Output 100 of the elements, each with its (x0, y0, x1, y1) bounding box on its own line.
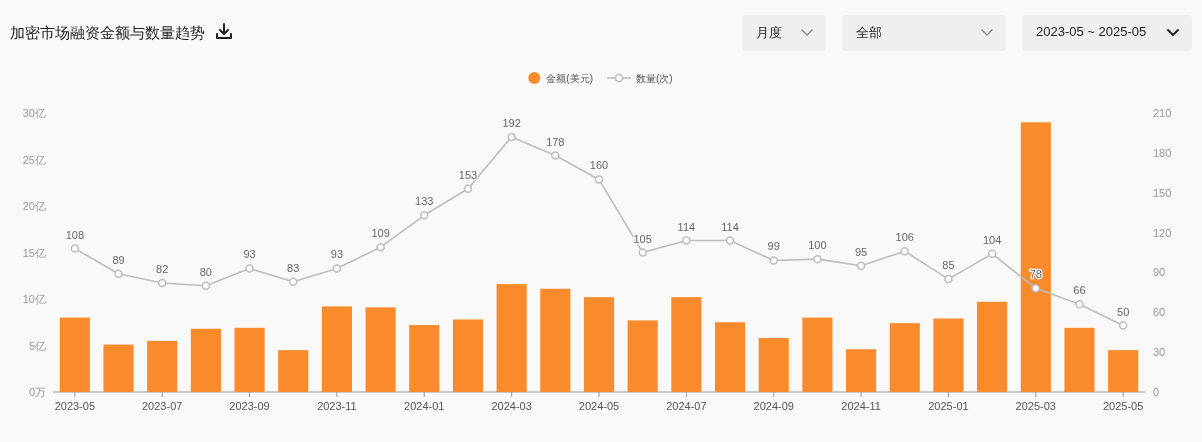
bar (103, 344, 134, 392)
point (813, 254, 822, 264)
point (944, 274, 953, 284)
point (114, 269, 123, 279)
data-label: 100 (808, 239, 827, 252)
bar (278, 350, 309, 392)
data-label: 109 (371, 227, 390, 240)
point (1118, 321, 1128, 330)
y2-tick-label: 30 (1153, 346, 1166, 359)
bar (714, 322, 746, 392)
point (594, 175, 604, 184)
y-tick-label: 0万 (28, 386, 46, 398)
bar (933, 318, 964, 392)
bar (1020, 122, 1051, 392)
data-label: 178 (546, 135, 565, 148)
data-label: 66 (1073, 284, 1086, 297)
y-tick-label: 30亿 (22, 107, 46, 119)
bar (846, 349, 877, 392)
y2-tick-label: 180 (1153, 146, 1172, 159)
x-tick-label: 2023-09 (229, 400, 270, 412)
y2-tick-label: 0 (1153, 386, 1160, 398)
dropdown: 月度 (742, 15, 826, 51)
x-tick-label: 2025-01 (928, 400, 969, 412)
point (332, 264, 342, 273)
bar (234, 327, 265, 392)
data-label: 105 (633, 232, 652, 245)
x-tick-label: 2023-07 (142, 400, 183, 412)
x-tick-label: 2025-03 (1015, 400, 1056, 412)
bar (452, 319, 484, 392)
bar (147, 340, 178, 392)
bar (365, 307, 396, 392)
point (463, 184, 473, 193)
data-label: 89 (112, 253, 125, 266)
data-label: 85 (942, 259, 955, 272)
legend-label: 金额(美元) (546, 73, 593, 84)
data-label: 82 (156, 263, 169, 276)
dropdown: 2023-05 ~ 2025-05 (1022, 15, 1192, 51)
x-tick-label: 2024-09 (753, 400, 794, 412)
data-label: 108 (65, 228, 85, 241)
point (725, 236, 735, 245)
bar (321, 306, 352, 392)
dropdown: 全部 (842, 15, 1006, 51)
data-label: 80 (199, 265, 213, 278)
point (245, 264, 254, 273)
bar (1064, 327, 1095, 392)
data-label: 99 (767, 240, 780, 253)
bar (758, 338, 789, 392)
y-tick-label: 5亿 (28, 339, 46, 352)
y-tick-label: 10亿 (22, 293, 46, 305)
y-tick-label: 20亿 (22, 200, 46, 212)
bar (59, 317, 90, 392)
point (1031, 284, 1041, 293)
y2-tick-label: 120 (1153, 226, 1172, 239)
bar (977, 301, 1008, 392)
data-label: 93 (243, 248, 256, 261)
bar (671, 297, 702, 392)
data-label: 93 (330, 248, 344, 261)
y-tick-label: 15亿 (22, 246, 46, 259)
data-label: 153 (458, 168, 478, 181)
bar (496, 284, 527, 392)
x-tick-label: 2024-05 (578, 400, 620, 412)
bar (583, 297, 615, 392)
bar (1108, 350, 1139, 392)
data-label: 95 (854, 245, 868, 258)
x-tick-label: 2023-05 (54, 400, 96, 412)
point (201, 281, 211, 290)
point (769, 256, 778, 265)
data-label: 50 (1117, 305, 1130, 318)
data-label: 133 (415, 195, 434, 208)
x-tick-label: 2024-01 (404, 400, 445, 412)
data-label: 78 (1029, 268, 1042, 281)
point (420, 211, 429, 220)
point (1075, 300, 1084, 309)
y2-tick-label: 210 (1153, 107, 1172, 119)
x-tick-label: 2024-11 (841, 400, 881, 412)
y2-tick-label: 90 (1153, 266, 1166, 279)
chart-title: 加密市场融资金额与数量趋势 (10, 24, 205, 41)
y-tick-label: 25亿 (22, 153, 46, 166)
point (157, 278, 167, 288)
point (507, 132, 516, 142)
point (638, 248, 647, 257)
point (70, 244, 80, 253)
x-tick-label: 2024-07 (666, 400, 707, 412)
bar (627, 320, 658, 392)
point (376, 242, 385, 252)
bar (889, 323, 920, 392)
point (900, 246, 910, 256)
legend-label: 数量(次) (636, 73, 673, 84)
bar (540, 288, 571, 392)
bar (190, 328, 221, 392)
data-label: 192 (502, 116, 521, 129)
point (856, 261, 866, 271)
x-tick-label: 2023-11 (317, 400, 357, 412)
data-label: 83 (287, 261, 300, 274)
bar (409, 325, 440, 392)
data-label: 114 (677, 220, 696, 233)
point (551, 151, 560, 160)
y2-tick-label: 60 (1153, 306, 1166, 319)
bar (802, 317, 833, 392)
point (987, 249, 997, 259)
